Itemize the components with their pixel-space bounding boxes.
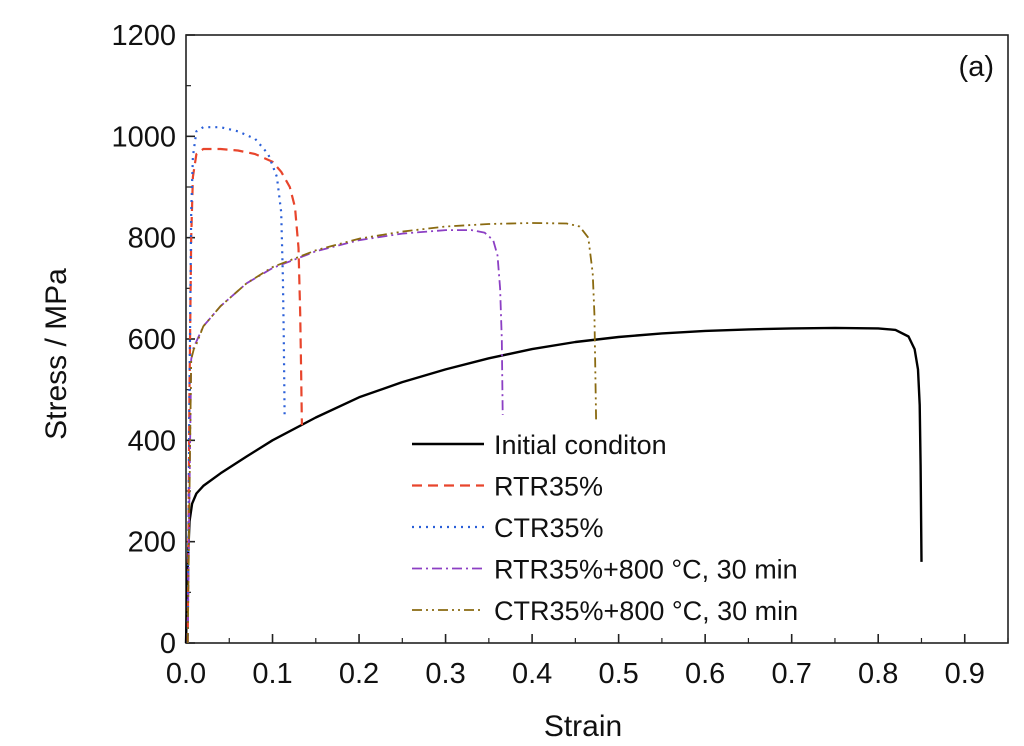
x-tick-label: 0.5 (598, 658, 638, 690)
y-axis: 0 200 400 600 800 1000 1200 (111, 20, 195, 660)
legend-label-1: Initial conditon (494, 430, 667, 460)
x-tick-label: 0.4 (512, 658, 552, 690)
x-tick-label: 0.6 (685, 658, 725, 690)
y-tick-label: 800 (128, 223, 176, 255)
x-tick-label: 0.0 (166, 658, 206, 690)
plot-curves (184, 126, 923, 644)
x-tick-label: 0.2 (339, 658, 379, 690)
x-axis-title: Strain (544, 710, 622, 743)
series-line-2 (186, 147, 303, 644)
y-tick-label: 200 (128, 527, 176, 559)
x-tick-label: 0.8 (858, 658, 898, 690)
legend-label-4: RTR35%+800 °C, 30 min (494, 555, 798, 585)
y-axis-title: Stress / MPa (40, 268, 73, 440)
x-tick-label: 0.7 (772, 658, 812, 690)
x-tick-label: 0.9 (945, 658, 985, 690)
y-tick-label: 0 (160, 628, 176, 660)
series-line-5 (186, 222, 597, 644)
series-line-4 (186, 229, 504, 644)
y-tick-label: 400 (128, 425, 176, 457)
y-tick-label: 1200 (111, 20, 176, 52)
x-tick-label: 0.1 (252, 658, 292, 690)
legend-label-3: CTR35% (494, 513, 604, 543)
x-tick-label: 0.3 (425, 658, 465, 690)
legend-label-5: CTR35%+800 °C, 30 min (494, 596, 798, 626)
series-line-3 (186, 126, 286, 644)
legend-label-2: RTR35% (494, 472, 603, 502)
legend: Initial conditon RTR35% CTR35% RTR35%+800 °… (412, 430, 798, 626)
series-line-1 (184, 326, 923, 644)
y-tick-label: 600 (128, 324, 176, 356)
panel-label: (a) (959, 51, 994, 83)
x-axis: 0.0 0.1 0.2 0.3 0.4 0.5 0.6 0.7 0.8 0.9 (166, 634, 1009, 690)
y-tick-label: 1000 (111, 121, 176, 153)
